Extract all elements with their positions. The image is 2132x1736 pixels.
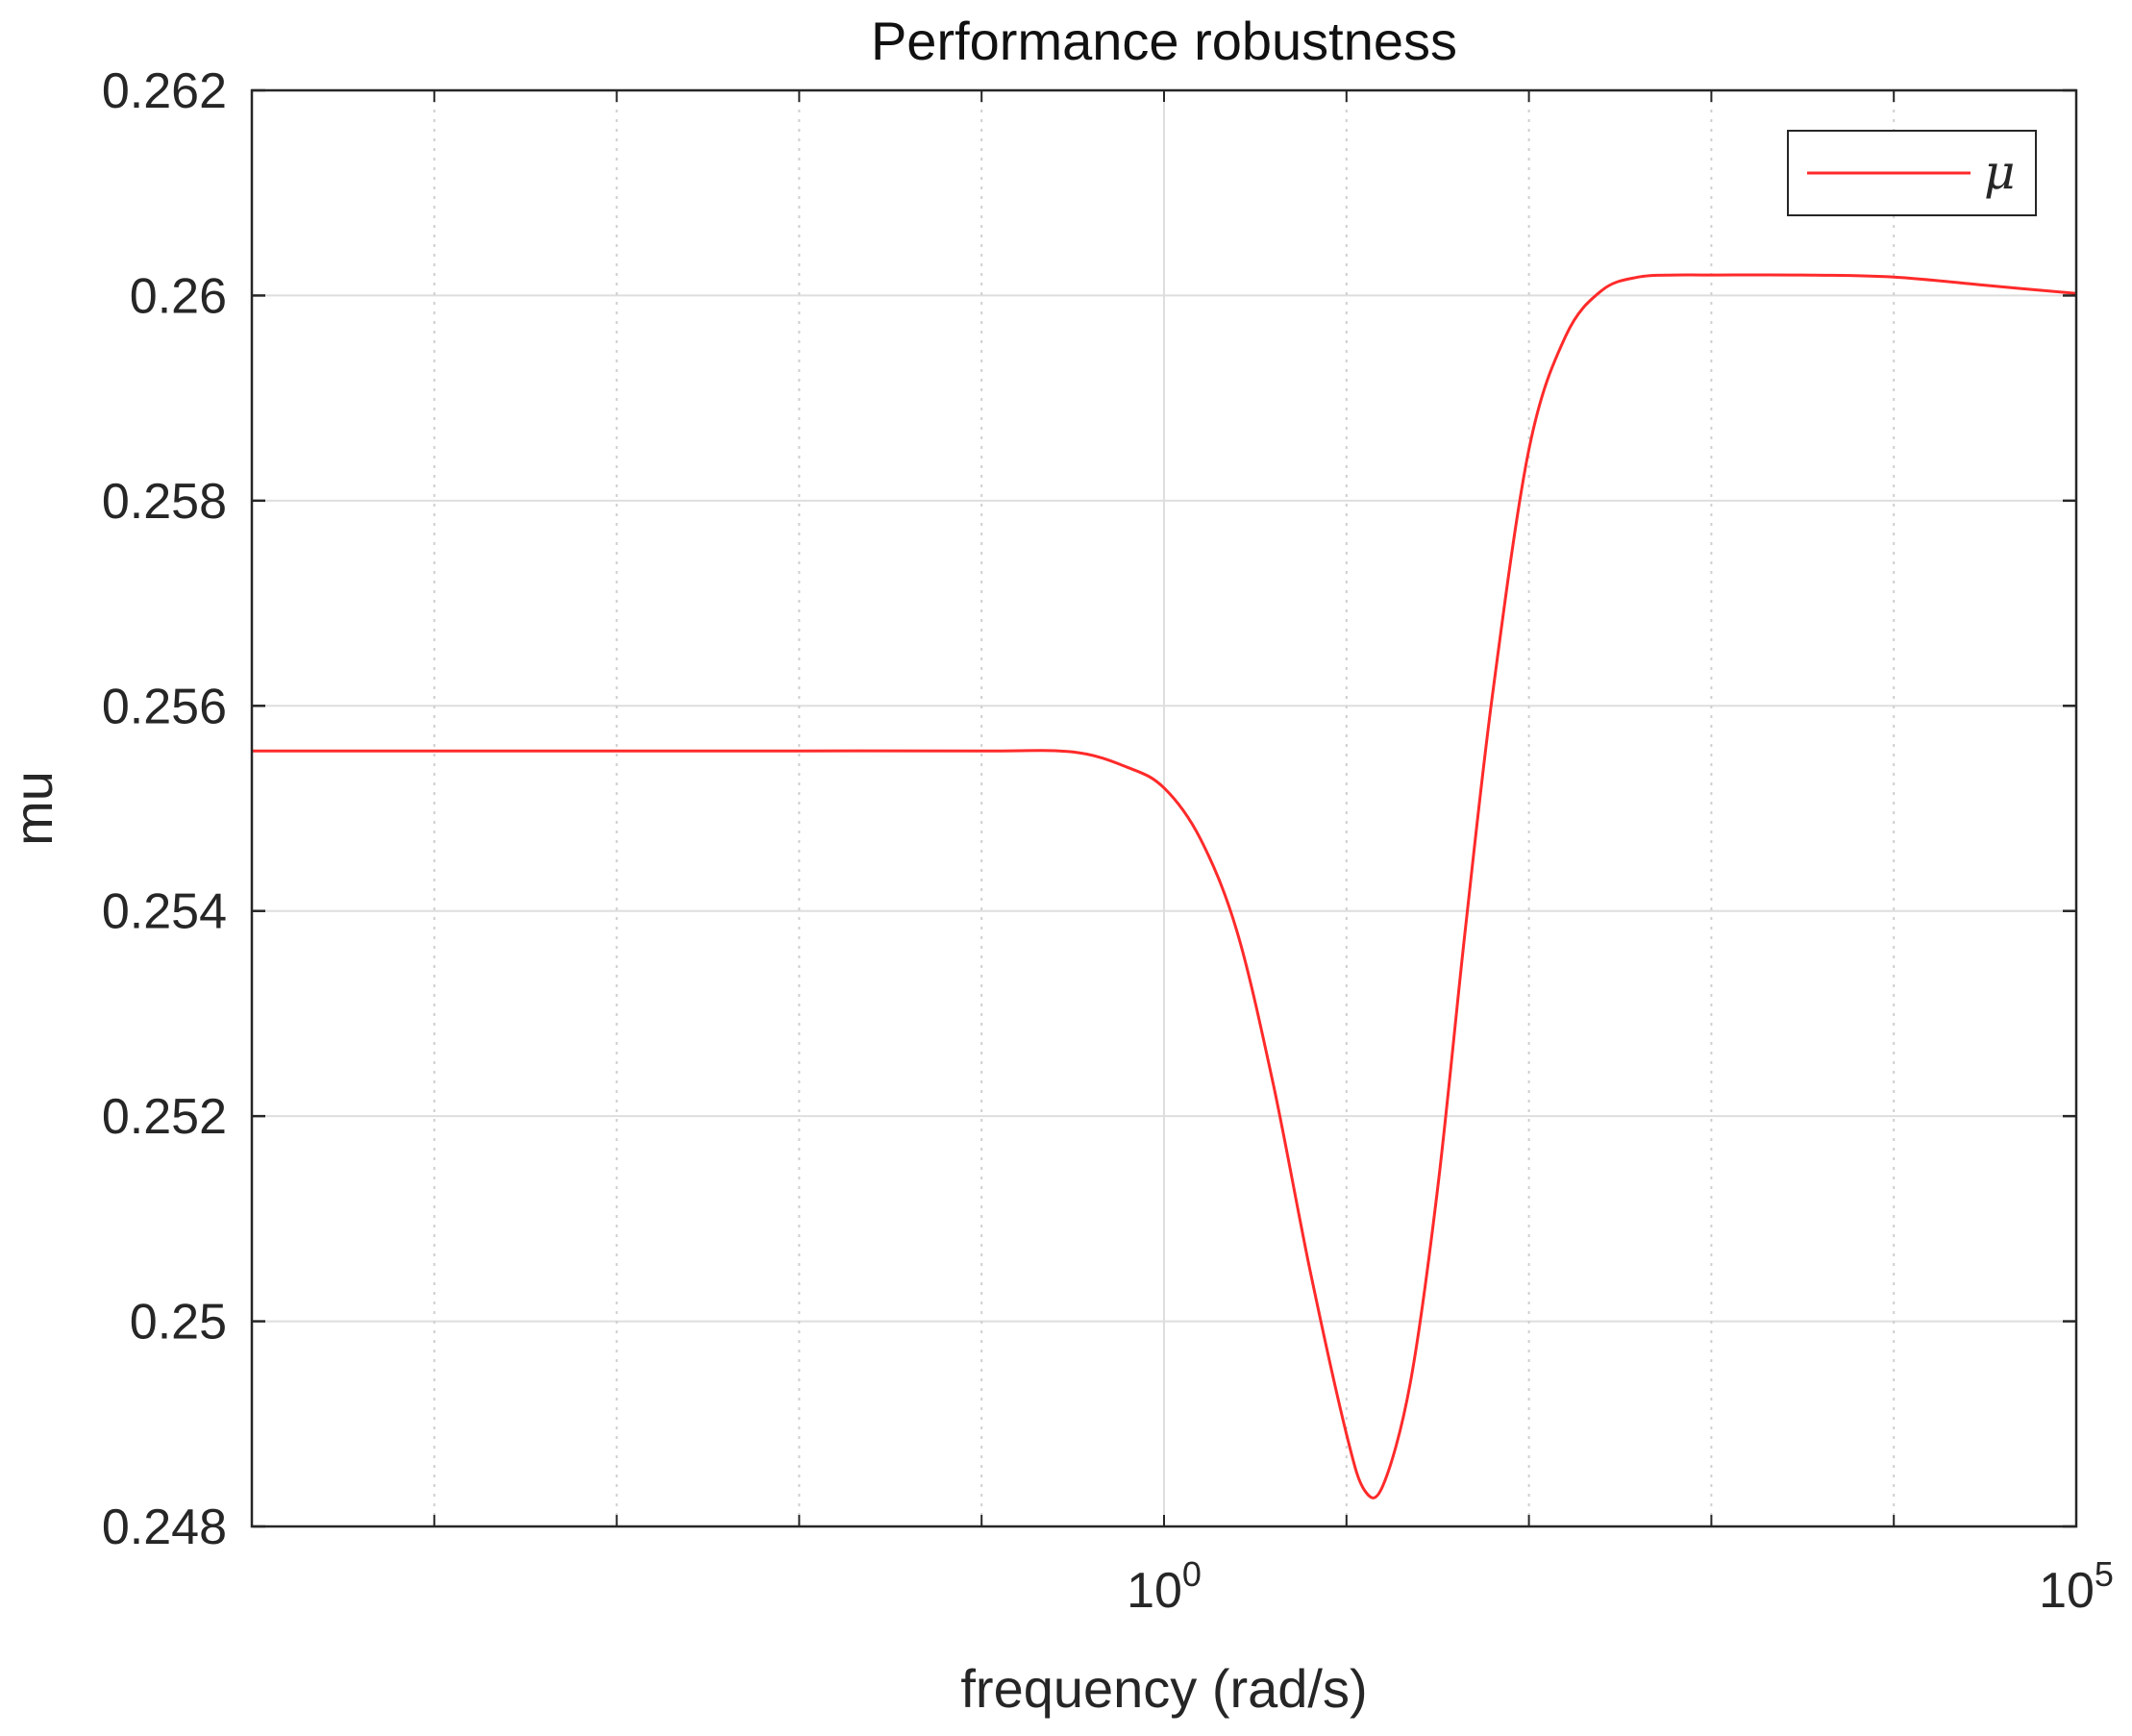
legend-label-mu: μ [1984,144,2016,200]
x-tick-label: 100 [1127,1554,1202,1619]
y-tick-label: 0.256 [102,679,227,734]
x-tick-label: 105 [2039,1554,2114,1619]
y-tick-label: 0.26 [130,268,227,324]
legend: μ [1787,130,2037,216]
chart-title: Performance robustness [871,11,1457,71]
y-tick-label: 0.258 [102,474,227,530]
series-line-mu [252,273,2077,1500]
y-axis-label: mu [3,771,63,846]
series-layer [252,273,2077,1500]
y-tick-label: 0.252 [102,1089,227,1145]
y-tick-label: 0.25 [130,1295,227,1351]
x-axis-label: frequency (rad/s) [960,1658,1367,1719]
y-tick-label: 0.248 [102,1500,227,1555]
y-tick-label: 0.262 [102,63,227,119]
axis-ticks: 0.248 0.25 0.252 0.254 0.256 0.258 0.26 0.262 10… [102,63,2114,1619]
y-tick-label: 0.254 [102,884,227,940]
